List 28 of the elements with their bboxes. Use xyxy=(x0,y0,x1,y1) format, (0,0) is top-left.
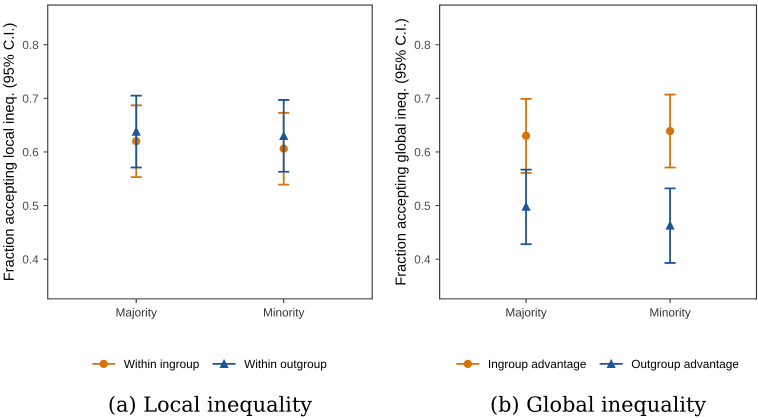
y-tick-label: 0.8 xyxy=(414,40,430,50)
text: (b) Global inequality xyxy=(492,396,706,416)
point xyxy=(280,132,288,140)
legend-label: Outgroup advantage xyxy=(632,359,738,370)
y-tick-label: 0.8 xyxy=(22,40,38,50)
legend-label: Within ingroup xyxy=(124,359,199,370)
x-tick-label: Minority xyxy=(650,308,691,319)
point xyxy=(132,127,140,136)
y-tick-label: 0.6 xyxy=(22,148,38,156)
y-tick-label: 0.4 xyxy=(22,255,38,264)
y-axis-title: Fraction accepting local ineq. (95% C.I.) xyxy=(3,24,17,280)
legend-label: Ingroup advantage xyxy=(489,359,586,370)
point xyxy=(522,132,530,140)
y-tick-label: 0.5 xyxy=(414,202,430,210)
text: (a) Local inequality xyxy=(110,396,312,416)
point xyxy=(666,126,674,136)
y-tick-label: 0.7 xyxy=(414,94,430,103)
x-tick-label: Majority xyxy=(116,308,157,319)
point xyxy=(666,221,674,230)
y-axis-title: Fraction accepting global ineq. (95% C.I.) xyxy=(395,19,409,284)
x-tick-label: Majority xyxy=(506,308,547,319)
x-tick-label: Minority xyxy=(264,308,304,319)
y-tick-label: 0.4 xyxy=(414,255,430,264)
legend-label: Within outgroup xyxy=(244,359,326,370)
y-tick-label: 0.5 xyxy=(22,202,38,210)
y-tick-label: 0.6 xyxy=(414,148,430,156)
point xyxy=(522,202,530,211)
y-tick-label: 0.7 xyxy=(22,94,38,103)
